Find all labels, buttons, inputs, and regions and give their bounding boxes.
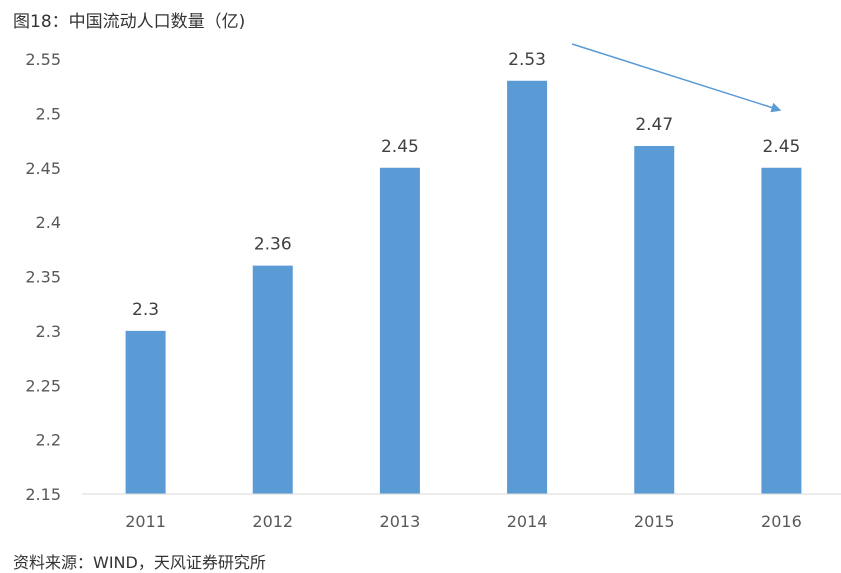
bars [125, 80, 802, 494]
data-labels: 2.3 2.36 2.45 2.53 2.47 2.45 [132, 50, 800, 320]
y-tick-label: 2.45 [25, 159, 61, 178]
y-tick-label: 2.2 [36, 431, 61, 450]
bar-value-label: 2.47 [635, 115, 673, 135]
figure-title: 图18：中国流动人口数量（亿) [13, 12, 246, 32]
bar [379, 167, 420, 494]
trend-arrow [571, 43, 782, 113]
x-tick-label: 2013 [380, 512, 421, 531]
bar [634, 146, 675, 494]
x-tick-label: 2015 [634, 512, 675, 531]
bar-value-label: 2.45 [762, 137, 800, 157]
y-tick-label: 2.55 [25, 50, 61, 69]
y-tick-label: 2.3 [36, 322, 61, 341]
x-tick-label: 2012 [252, 512, 293, 531]
y-tick-label: 2.25 [25, 376, 61, 395]
bar [761, 167, 802, 494]
figure-source: 资料来源：WIND，天风证券研究所 [13, 553, 266, 572]
x-tick-label: 2011 [125, 512, 166, 531]
x-axis-ticks: 2011 2012 2013 2014 2015 2016 [125, 512, 802, 531]
y-tick-label: 2.35 [25, 268, 61, 287]
y-tick-label: 2.4 [36, 213, 61, 232]
bar [252, 265, 293, 494]
y-tick-label: 2.5 [36, 104, 61, 123]
bar-value-label: 2.3 [132, 300, 159, 320]
y-axis-ticks: 2.15 2.2 2.25 2.3 2.35 2.4 2.45 2.5 2.55 [25, 50, 61, 504]
bar-value-label: 2.53 [508, 50, 546, 70]
bar-value-label: 2.45 [381, 137, 419, 157]
bar [125, 330, 166, 494]
x-tick-label: 2014 [507, 512, 548, 531]
y-tick-label: 2.15 [25, 485, 61, 504]
x-tick-label: 2016 [761, 512, 802, 531]
bar [507, 80, 548, 494]
bar-value-label: 2.36 [254, 235, 292, 255]
